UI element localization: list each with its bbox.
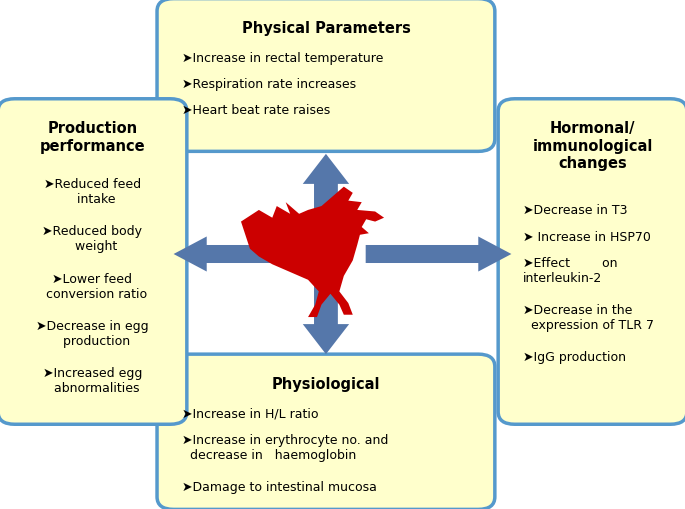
Text: ➤Reduced body
  weight: ➤Reduced body weight — [42, 225, 142, 253]
Text: ➤ Increase in HSP70: ➤ Increase in HSP70 — [523, 230, 651, 243]
Text: ➤Reduced feed
  intake: ➤Reduced feed intake — [44, 178, 141, 206]
FancyBboxPatch shape — [173, 145, 478, 364]
Polygon shape — [303, 235, 349, 354]
FancyBboxPatch shape — [0, 100, 187, 425]
Text: Physiological: Physiological — [272, 376, 380, 391]
Text: Hormonal/
immunological
changes: Hormonal/ immunological changes — [532, 121, 653, 171]
Text: ➤Increase in erythrocyte no. and
  decrease in   haemoglobin: ➤Increase in erythrocyte no. and decreas… — [182, 433, 388, 461]
Text: ➤Increase in H/L ratio: ➤Increase in H/L ratio — [182, 407, 318, 420]
Text: ➤Effect        on
interleukin-2: ➤Effect on interleukin-2 — [523, 256, 617, 284]
FancyBboxPatch shape — [157, 354, 495, 509]
Text: ➤Decrease in egg
  production: ➤Decrease in egg production — [36, 319, 149, 347]
Text: ➤IgG production: ➤IgG production — [523, 350, 625, 363]
Polygon shape — [303, 155, 349, 274]
Polygon shape — [173, 237, 290, 272]
FancyBboxPatch shape — [157, 0, 495, 152]
Text: ➤Increase in rectal temperature: ➤Increase in rectal temperature — [182, 52, 383, 65]
Text: ➤Lower feed
  conversion ratio: ➤Lower feed conversion ratio — [38, 272, 147, 300]
FancyBboxPatch shape — [498, 100, 685, 425]
PathPatch shape — [241, 187, 384, 318]
Text: Production
performance: Production performance — [40, 121, 145, 153]
Text: ➤Decrease in the
  expression of TLR 7: ➤Decrease in the expression of TLR 7 — [523, 303, 653, 331]
Text: ➤Damage to intestinal mucosa: ➤Damage to intestinal mucosa — [182, 480, 377, 493]
Text: ➤Heart beat rate raises: ➤Heart beat rate raises — [182, 104, 329, 117]
Text: ➤Increased egg
  abnormalities: ➤Increased egg abnormalities — [42, 366, 142, 394]
Text: Physical Parameters: Physical Parameters — [242, 21, 410, 36]
Polygon shape — [366, 237, 512, 272]
Text: ➤Respiration rate increases: ➤Respiration rate increases — [182, 78, 356, 91]
Text: ➤Decrease in T3: ➤Decrease in T3 — [523, 204, 627, 217]
